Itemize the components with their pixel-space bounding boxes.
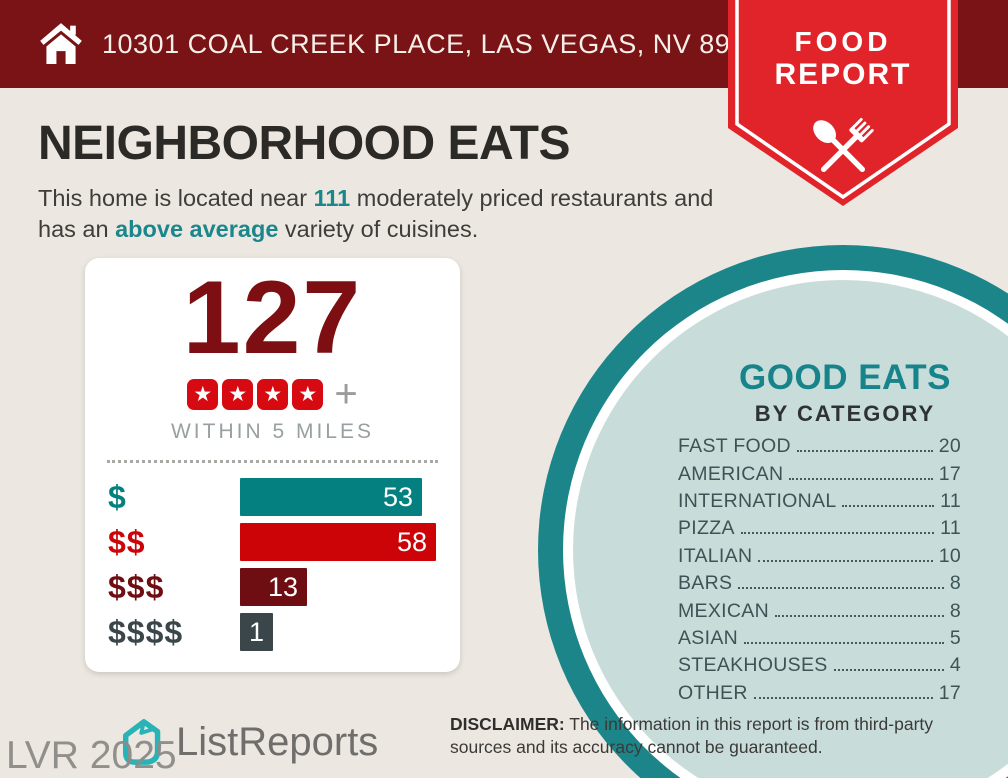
- price-tier-label: $$$$: [108, 613, 184, 650]
- price-tier-bar: 58: [240, 523, 436, 562]
- good-eats-title: GOOD EATS: [739, 358, 951, 397]
- category-row: BARS 8: [678, 570, 961, 597]
- badge-line2: REPORT: [774, 58, 911, 91]
- category-count: 20: [938, 435, 961, 458]
- radius-caption: WITHIN 5 MILES: [170, 420, 375, 444]
- dotted-leader: [740, 523, 935, 535]
- price-tier-row: $ 53: [108, 478, 460, 517]
- watermark: LVR 2025: [6, 734, 177, 777]
- category-row: MEXICAN 8: [678, 597, 961, 624]
- bar-value: 1: [248, 616, 264, 647]
- star-icon: ★: [187, 378, 219, 410]
- good-eats-header: GOOD EATS BY CATEGORY: [660, 358, 1008, 427]
- badge-line1: FOOD: [795, 26, 892, 57]
- disclaimer: DISCLAIMER: The information in this repo…: [450, 713, 970, 758]
- bar-value: 58: [396, 526, 427, 557]
- good-eats-circle: [538, 245, 1008, 778]
- star-icon: ★: [257, 378, 289, 410]
- price-tier-bar: 1: [240, 613, 273, 652]
- category-row: FAST FOOD 20: [678, 433, 961, 460]
- price-tier-label: $$$: [108, 568, 165, 605]
- house-icon: [40, 23, 82, 64]
- category-name: INTERNATIONAL: [678, 489, 837, 512]
- dotted-leader: [796, 441, 933, 453]
- spoon-fork-icon: [813, 117, 874, 173]
- intro-text: This home is located near 111 moderately…: [38, 183, 738, 245]
- page-title: NEIGHBORHOOD EATS: [38, 117, 570, 170]
- restaurant-count-card: 127 ★ ★ ★ ★ + WITHIN 5 MILES $ 53 $$ 58 …: [85, 258, 460, 672]
- price-tier-row: $$ 58: [108, 523, 460, 562]
- rating-stars: ★ ★ ★ ★ +: [85, 372, 460, 417]
- price-tier-row: $$$$ 1: [108, 613, 460, 652]
- bar-value: 13: [267, 571, 298, 602]
- category-name: MEXICAN: [678, 599, 769, 622]
- category-count: 17: [938, 462, 961, 485]
- plus-icon: +: [334, 372, 358, 417]
- restaurant-count-inline: 111: [313, 185, 351, 211]
- category-row: AMERICAN 17: [678, 460, 961, 487]
- intro-text-mid: moderately priced restaurants and has an: [38, 185, 714, 242]
- intro-text-pre: This home is located near: [38, 185, 314, 211]
- category-row: ITALIAN 10: [678, 543, 961, 570]
- category-row: STEAKHOUSES 4: [678, 652, 961, 679]
- star-icon: ★: [222, 378, 254, 410]
- price-tier-label: $: [108, 478, 127, 515]
- category-name: ITALIAN: [678, 544, 753, 567]
- listreports-logo-icon: [122, 719, 161, 765]
- dotted-leader: [833, 660, 944, 672]
- category-count: 4: [949, 654, 961, 677]
- star-icon: ★: [292, 378, 324, 410]
- category-name: FAST FOOD: [678, 435, 791, 458]
- category-count: 5: [949, 626, 961, 649]
- category-row: PIZZA 11: [678, 515, 961, 542]
- category-row: OTHER 17: [678, 680, 961, 707]
- category-count: 8: [949, 599, 961, 622]
- category-count: 11: [940, 517, 961, 540]
- bar-value: 53: [382, 481, 413, 512]
- price-tier-chart: $ 53 $$ 58 $$$ 13 $$$$ 1: [85, 478, 460, 652]
- dotted-leader: [753, 688, 933, 699]
- disclaimer-text: The information in this report is from t…: [450, 714, 934, 757]
- category-name: BARS: [678, 572, 733, 595]
- category-count: 10: [938, 544, 961, 567]
- dotted-leader: [774, 606, 944, 617]
- property-address: 10301 COAL CREEK PLACE, LAS VEGAS, NV 89…: [102, 28, 777, 59]
- category-name: PIZZA: [678, 517, 735, 540]
- category-name: AMERICAN: [678, 462, 784, 485]
- badge-shape: FOOD REPORT: [728, 0, 958, 206]
- price-tier-bar: 53: [240, 478, 422, 517]
- dotted-leader: [744, 633, 944, 644]
- food-report-badge: FOOD REPORT: [728, 0, 958, 212]
- intro-section: NEIGHBORHOOD EATS This home is located n…: [38, 116, 738, 245]
- total-restaurant-count: 127: [182, 260, 363, 376]
- price-tier-label: $$: [108, 523, 146, 560]
- brand-name: ListReports: [176, 719, 379, 764]
- dotted-leader: [842, 496, 935, 507]
- category-name: OTHER: [678, 681, 748, 704]
- dotted-leader: [738, 578, 944, 590]
- category-row: INTERNATIONAL 11: [678, 488, 961, 515]
- category-row: ASIAN 5: [678, 625, 961, 652]
- category-list: FAST FOOD 20 AMERICAN 17 INTERNATIONAL 11 P…: [678, 433, 961, 707]
- above-average-highlight: above average: [115, 216, 279, 242]
- price-tier-bar: 13: [240, 568, 307, 607]
- disclaimer-label: DISCLAIMER:: [450, 714, 565, 734]
- price-tier-row: $$$ 13: [108, 568, 460, 607]
- intro-text-post: variety of cuisines.: [278, 216, 479, 242]
- category-name: ASIAN: [678, 626, 739, 649]
- dotted-leader: [758, 551, 933, 562]
- category-count: 17: [938, 681, 961, 704]
- category-count: 11: [940, 489, 961, 512]
- dotted-leader: [789, 469, 933, 480]
- listreports-logo: ListReports: [114, 716, 378, 768]
- good-eats-subtitle: BY CATEGORY: [754, 401, 936, 426]
- category-count: 8: [949, 572, 961, 595]
- category-name: STEAKHOUSES: [678, 654, 828, 677]
- dotted-separator: [107, 460, 438, 464]
